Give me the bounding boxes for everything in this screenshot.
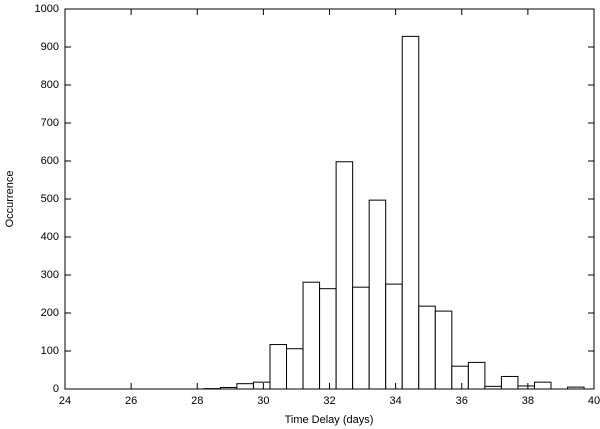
bar [352,286,370,390]
bar [236,383,254,390]
x-tick-label: 26 [125,395,137,407]
x-tick-label: 24 [59,395,71,407]
x-tick-label: 32 [323,395,335,407]
bar [319,288,337,390]
x-tick-label: 30 [257,395,269,407]
y-tick-label: 100 [41,345,59,357]
y-tick-label: 900 [41,41,59,53]
y-tick-label: 1000 [35,3,59,15]
bar [368,199,387,390]
x-axis-label: Time Delay (days) [285,414,374,426]
y-tick-label: 400 [41,231,59,243]
x-tick-label: 40 [588,395,600,407]
bar [500,375,519,390]
y-tick-label: 0 [53,383,59,395]
x-tick-label: 34 [390,395,402,407]
x-tick-label: 28 [191,395,203,407]
bar [401,35,420,390]
y-tick-label: 300 [41,269,59,281]
bar [451,365,469,390]
x-tick-label: 38 [522,395,534,407]
bar [434,310,453,390]
bar [467,361,486,390]
bar [252,381,271,390]
bar [418,305,436,390]
y-tick-label: 700 [41,117,59,129]
plot-frame [64,8,595,390]
y-tick-label: 500 [41,193,59,205]
bar [335,161,354,390]
y-tick-label: 800 [41,79,59,91]
y-axis-label: Occurrence [4,171,16,228]
bar [269,344,288,390]
y-tick-label: 200 [41,307,59,319]
bar [533,381,552,390]
x-tick-label: 36 [456,395,468,407]
y-tick-label: 600 [41,155,59,167]
bar [302,281,321,390]
bar [286,348,304,390]
bar [385,283,403,390]
